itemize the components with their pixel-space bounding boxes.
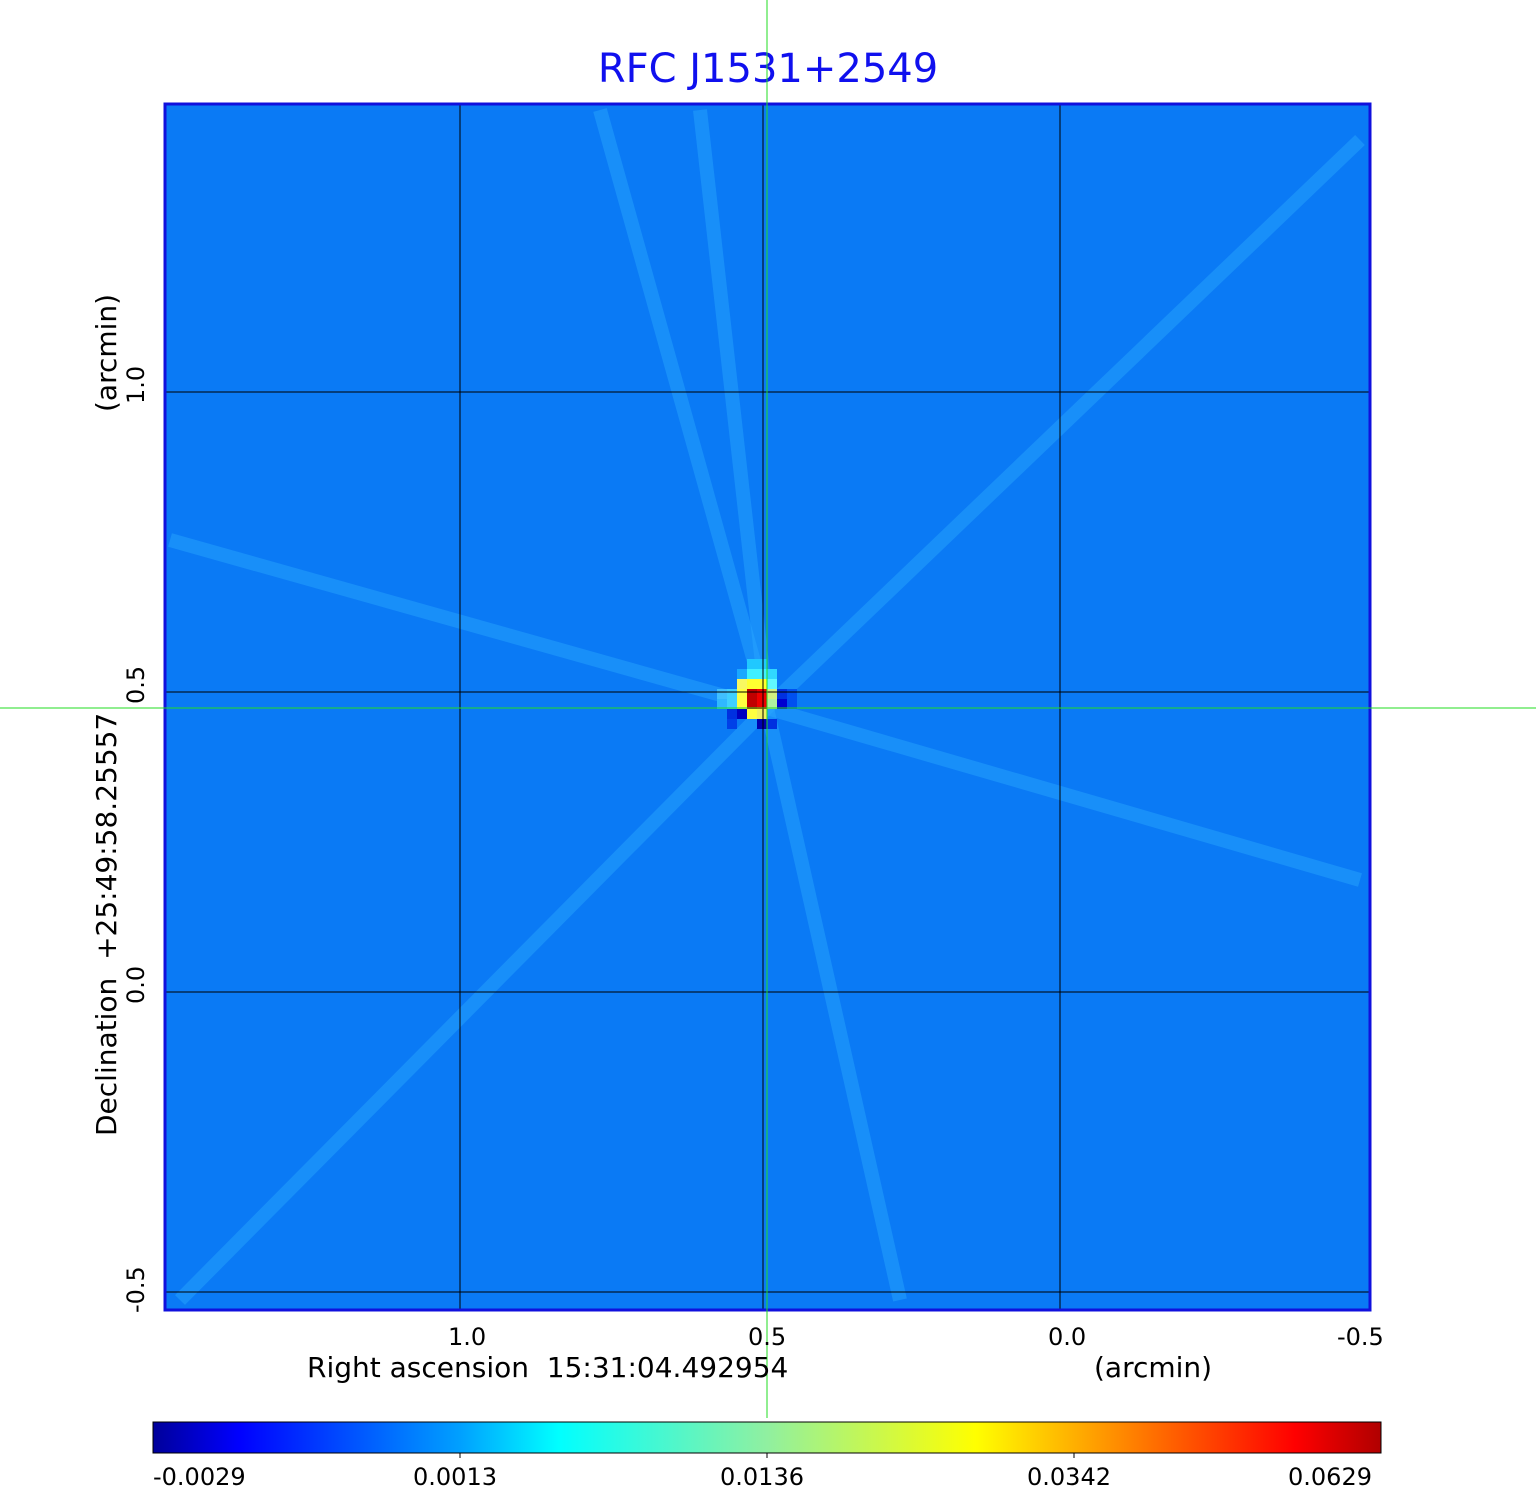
image-pixel	[757, 669, 767, 679]
image-pixel	[757, 679, 767, 689]
sidelobe-spokes	[168, 108, 1365, 1305]
colorbar-tick-label: -0.0029	[153, 1463, 246, 1491]
sidelobe-spoke	[760, 706, 907, 1302]
image-pixel	[777, 689, 787, 699]
x-tick-label: 0.5	[748, 1323, 787, 1351]
image-pixel	[767, 699, 777, 709]
x-axis-label: Right ascension 15:31:04.492954	[307, 1351, 789, 1384]
y-tick-label: 0.0	[122, 965, 150, 1004]
image-pixel	[777, 699, 787, 709]
x-tick-label: 0.0	[1048, 1323, 1087, 1351]
image-pixel	[757, 689, 767, 699]
image-pixel	[737, 679, 747, 689]
y-tick-label: 0.5	[122, 665, 150, 704]
colorbar	[152, 1421, 1382, 1454]
image-pixel	[757, 659, 767, 669]
x-tick-label: -0.5	[1337, 1323, 1384, 1351]
colorbar-tick-label: 0.0013	[413, 1463, 497, 1491]
image-pixel	[757, 719, 767, 729]
image-pixel	[727, 719, 737, 729]
image-pixel	[787, 699, 797, 709]
image-pixel	[787, 689, 797, 699]
image-pixel	[747, 659, 757, 669]
sidelobe-spoke	[593, 108, 774, 710]
colorbar-tick-label: 0.0629	[1288, 1463, 1372, 1491]
sidelobe-spoke	[175, 703, 772, 1305]
y-tick-label: -0.5	[122, 1266, 150, 1313]
image-pixel	[747, 709, 757, 719]
image-pixel	[737, 709, 747, 719]
y-axis-unit: (arcmin)	[90, 293, 123, 412]
colorbar-tick-label: 0.0342	[1027, 1463, 1111, 1491]
image-pixel	[747, 699, 757, 709]
image-pixel	[717, 699, 727, 709]
y-tick-label: 1.0	[122, 365, 150, 404]
sidelobe-spoke	[762, 134, 1365, 714]
image-pixel	[737, 699, 747, 709]
sidelobe-spoke	[765, 701, 1362, 887]
image-pixel	[737, 689, 747, 699]
image-pixel	[737, 669, 747, 679]
image-pixel	[747, 689, 757, 699]
image-pixel	[727, 699, 737, 709]
image-pixel	[767, 679, 777, 689]
image-pixel	[717, 689, 727, 699]
source-pixels	[717, 659, 797, 729]
x-axis-unit: (arcmin)	[1094, 1351, 1213, 1384]
x-tick-label: 1.0	[448, 1323, 487, 1351]
image-pixel	[747, 669, 757, 679]
image-pixel	[767, 689, 777, 699]
colorbar-tick-label: 0.0136	[720, 1463, 804, 1491]
image-pixel	[747, 679, 757, 689]
colorbar-ticks	[459, 1453, 1075, 1458]
sidelobe-spoke	[693, 109, 774, 709]
y-axis-label: Declination +25:49:58.25557	[90, 712, 123, 1136]
sidelobe-spoke	[168, 533, 769, 715]
image-pixel	[767, 669, 777, 679]
image-pixel	[757, 699, 767, 709]
image-pixel	[727, 709, 737, 719]
image-pixel	[767, 719, 777, 729]
image-pixel	[727, 689, 737, 699]
image-pixel	[757, 709, 767, 719]
chart-title: RFC J1531+2549	[597, 46, 939, 92]
